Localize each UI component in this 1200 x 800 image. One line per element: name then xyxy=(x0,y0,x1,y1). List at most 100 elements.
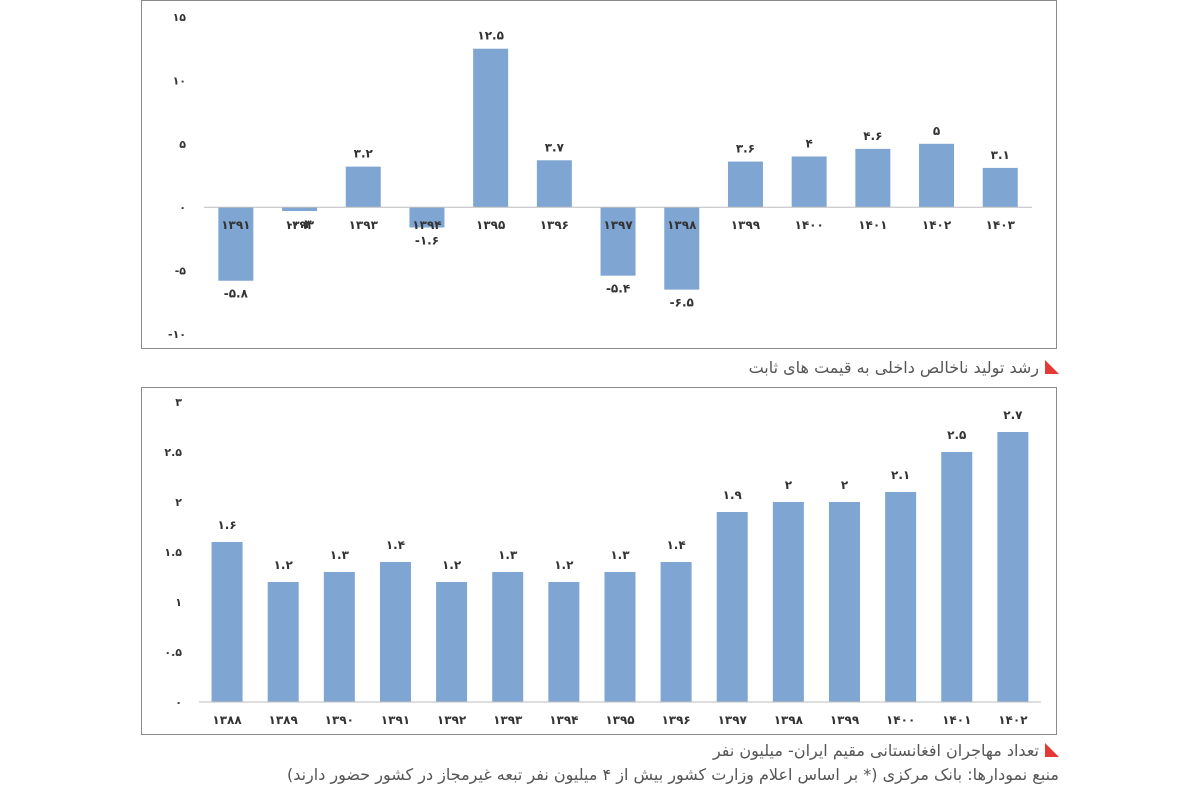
bar xyxy=(218,207,254,281)
y-tick-label: ۲ xyxy=(175,496,182,509)
bar xyxy=(664,207,700,290)
data-label: ۲.۱ xyxy=(891,468,910,482)
data-label: ۱.۳ xyxy=(498,548,518,562)
data-label: -۶.۵ xyxy=(670,296,694,310)
y-tick-label: ۵ xyxy=(179,138,186,151)
bar xyxy=(548,582,580,702)
migrants-chart-svg: ۳ ۲.۵ ۲ ۱.۵ ۱ ۰.۵ ۰ ۱.۶ ۱۳۸۸ ۱.۲ ۱۳۸۹ ۱.۳ ۱۳۹۰ ۱.۴ ۱۳۹… xyxy=(164,396,1041,727)
bar xyxy=(982,167,1018,208)
category-label: ۱۳۹۶ xyxy=(540,218,569,232)
source-note: منبع نمودارها: بانک مرکزی (* بر اساس اعل… xyxy=(286,765,1059,784)
bar xyxy=(436,582,468,702)
y-tick-label: ۱.۵ xyxy=(164,546,182,559)
data-label: ۵ xyxy=(933,124,940,138)
gdp-chart-caption: رشد تولید ناخالص داخلی به قیمت های ثابت xyxy=(749,358,1059,377)
category-label: ۱۳۹۸ xyxy=(774,713,804,727)
data-label: -۱.۶ xyxy=(415,233,439,247)
category-label: ۱۴۰۲ xyxy=(922,218,952,232)
data-label: ۱.۹ xyxy=(723,488,743,502)
data-label: ۱.۳ xyxy=(610,548,630,562)
category-label: ۱۴۰۳ xyxy=(986,218,1016,232)
bar xyxy=(855,148,891,208)
y-tick-label: ۱۵ xyxy=(173,11,187,24)
bar xyxy=(211,542,243,702)
data-label: ۲.۵ xyxy=(947,428,966,442)
bar xyxy=(379,562,411,702)
category-label: ۱۳۹۷ xyxy=(718,713,748,727)
data-label: ۱۲.۵ xyxy=(477,29,504,43)
bar xyxy=(604,572,636,702)
bar xyxy=(941,452,973,702)
y-tick-label: ۱۰ xyxy=(173,74,186,87)
y-tick-label: ۰.۵ xyxy=(164,646,182,659)
category-label: ۱۳۹۸ xyxy=(667,218,697,232)
bar xyxy=(473,48,509,208)
category-label: ۱۳۹۳ xyxy=(349,218,379,232)
data-label: ۱.۶ xyxy=(217,518,236,532)
bar xyxy=(267,582,299,702)
category-label: ۱۴۰۰ xyxy=(795,218,824,232)
category-label: ۱۳۹۱ xyxy=(381,713,410,727)
data-label: ۳.۱ xyxy=(991,148,1010,162)
bar xyxy=(282,207,318,212)
category-label: ۱۳۸۹ xyxy=(269,713,299,727)
y-tick-label: ۲.۵ xyxy=(164,446,182,459)
y-tick-label: -۱۰ xyxy=(168,328,186,341)
bar xyxy=(772,502,804,702)
data-label: ۴.۶ xyxy=(863,129,882,143)
category-label: ۱۴۰۰ xyxy=(886,713,915,727)
bar xyxy=(536,160,572,208)
data-label: -۵.۸ xyxy=(224,287,249,301)
data-label: -۵.۴ xyxy=(606,282,630,296)
data-label: ۱.۴ xyxy=(666,538,685,552)
data-label: ۳.۶ xyxy=(736,142,755,156)
gdp-growth-chart: ۱۵ ۱۰ ۵ ۰ -۵ -۱۰ -۵.۸ ۱۳۹۱ -۰.۳ ۱۳۹۲ ۳.۲ ۱۳۹۳ -۱.۶ ۱۳… xyxy=(141,0,1057,349)
data-label: ۲ xyxy=(785,478,793,492)
y-tick-label: ۱ xyxy=(175,596,182,609)
category-label: ۱۳۹۲ xyxy=(285,218,315,232)
bar xyxy=(828,502,860,702)
bar xyxy=(600,207,636,276)
category-label: ۱۳۸۸ xyxy=(212,713,242,727)
data-label: ۱.۳ xyxy=(330,548,350,562)
data-label: ۲ xyxy=(841,478,849,492)
category-label: ۱۳۹۹ xyxy=(731,218,761,232)
migrants-chart: ۳ ۲.۵ ۲ ۱.۵ ۱ ۰.۵ ۰ ۱.۶ ۱۳۸۸ ۱.۲ ۱۳۸۹ ۱.۳ ۱۳۹۰ ۱.۴ ۱۳۹… xyxy=(141,387,1057,735)
data-label: ۳.۲ xyxy=(354,147,374,161)
bar xyxy=(919,143,955,208)
bar xyxy=(660,562,692,702)
category-label: ۱۳۹۶ xyxy=(661,713,690,727)
data-label: ۴ xyxy=(805,136,812,150)
bar xyxy=(345,166,381,208)
y-tick-label: ۳ xyxy=(175,396,182,409)
y-tick-label: -۵ xyxy=(175,265,187,278)
category-label: ۱۳۹۵ xyxy=(605,713,634,727)
data-label: ۱.۲ xyxy=(442,558,462,572)
migrants-chart-caption: تعداد مهاجران افغانستانی مقیم ایران- میل… xyxy=(713,741,1059,760)
category-label: ۱۳۹۴ xyxy=(549,713,578,727)
data-label: -۰.۳ xyxy=(287,217,312,231)
category-label: ۱۴۰۲ xyxy=(998,713,1028,727)
category-label: ۱۴۰۱ xyxy=(942,713,971,727)
category-label: ۱۳۹۳ xyxy=(493,713,523,727)
bar xyxy=(997,432,1029,702)
category-label: ۱۳۹۲ xyxy=(437,713,467,727)
y-tick-label: ۰ xyxy=(179,201,186,214)
bar xyxy=(716,512,748,702)
bar xyxy=(885,492,917,702)
bar xyxy=(492,572,524,702)
category-label: ۱۳۹۰ xyxy=(325,713,354,727)
bar xyxy=(791,156,827,208)
category-label: ۱۴۰۱ xyxy=(858,218,887,232)
category-label: ۱۳۹۵ xyxy=(476,218,505,232)
bar xyxy=(323,572,355,702)
category-label: ۱۳۹۱ xyxy=(221,218,250,232)
category-label: ۱۳۹۷ xyxy=(603,218,633,232)
bar xyxy=(409,207,445,228)
category-label: ۱۳۹۹ xyxy=(830,713,860,727)
data-label: ۱.۲ xyxy=(554,558,574,572)
data-label: ۱.۴ xyxy=(386,538,405,552)
data-label: ۲.۷ xyxy=(1003,408,1023,422)
caption-marker-icon xyxy=(1045,743,1059,757)
